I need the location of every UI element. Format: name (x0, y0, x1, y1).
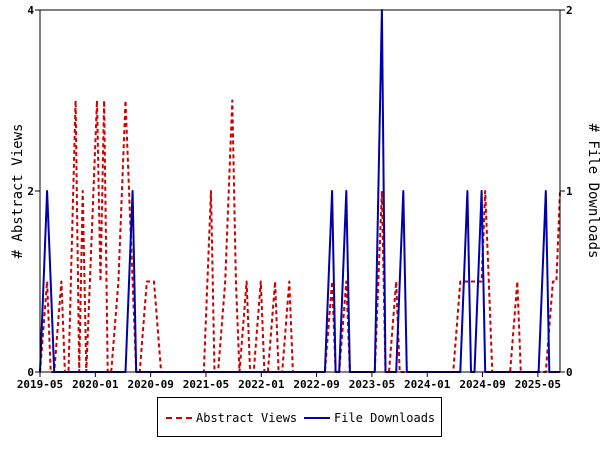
legend-swatch-file-downloads (304, 417, 330, 419)
y-left-tick-label: 4 (27, 4, 34, 17)
x-tick-label: 2019-05 (17, 378, 63, 391)
x-tick-label: 2025-05 (515, 378, 561, 391)
y-right-tick-label: 0 (566, 366, 573, 379)
series-line-abstract-views (39, 99, 561, 373)
y-left-tick-label: 2 (27, 185, 34, 198)
x-tick-label: 2024-09 (459, 378, 505, 391)
y-left-tick-label: 0 (27, 366, 34, 379)
x-tick-label: 2022-09 (293, 378, 339, 391)
y-right-tick-label: 2 (566, 4, 573, 17)
series-line-file-downloads (39, 9, 560, 373)
x-tick-label: 2021-05 (183, 378, 229, 391)
x-tick-label: 2020-09 (127, 378, 173, 391)
legend-label-abstract-views: Abstract Views (196, 411, 298, 425)
x-tick-label: 2022-01 (238, 378, 285, 391)
legend-label-file-downloads: File Downloads (334, 411, 436, 425)
legend-swatch-abstract-views (166, 417, 192, 419)
x-tick-label: 2020-01 (72, 378, 119, 391)
axes: 2019-05 2020-01 2020-09 2021-05 2022-01 2022-… (17, 4, 573, 391)
y-right-tick-label: 1 (566, 185, 573, 198)
y-axis-right-label: # File Downloads (585, 124, 600, 259)
series-layer (39, 9, 561, 373)
y-axis-left-label: # Abstract Views (10, 124, 26, 259)
x-tick-label: 2023-05 (349, 378, 395, 391)
x-tick-label: 2024-01 (404, 378, 451, 391)
legend: Abstract Views File Downloads (157, 397, 442, 437)
